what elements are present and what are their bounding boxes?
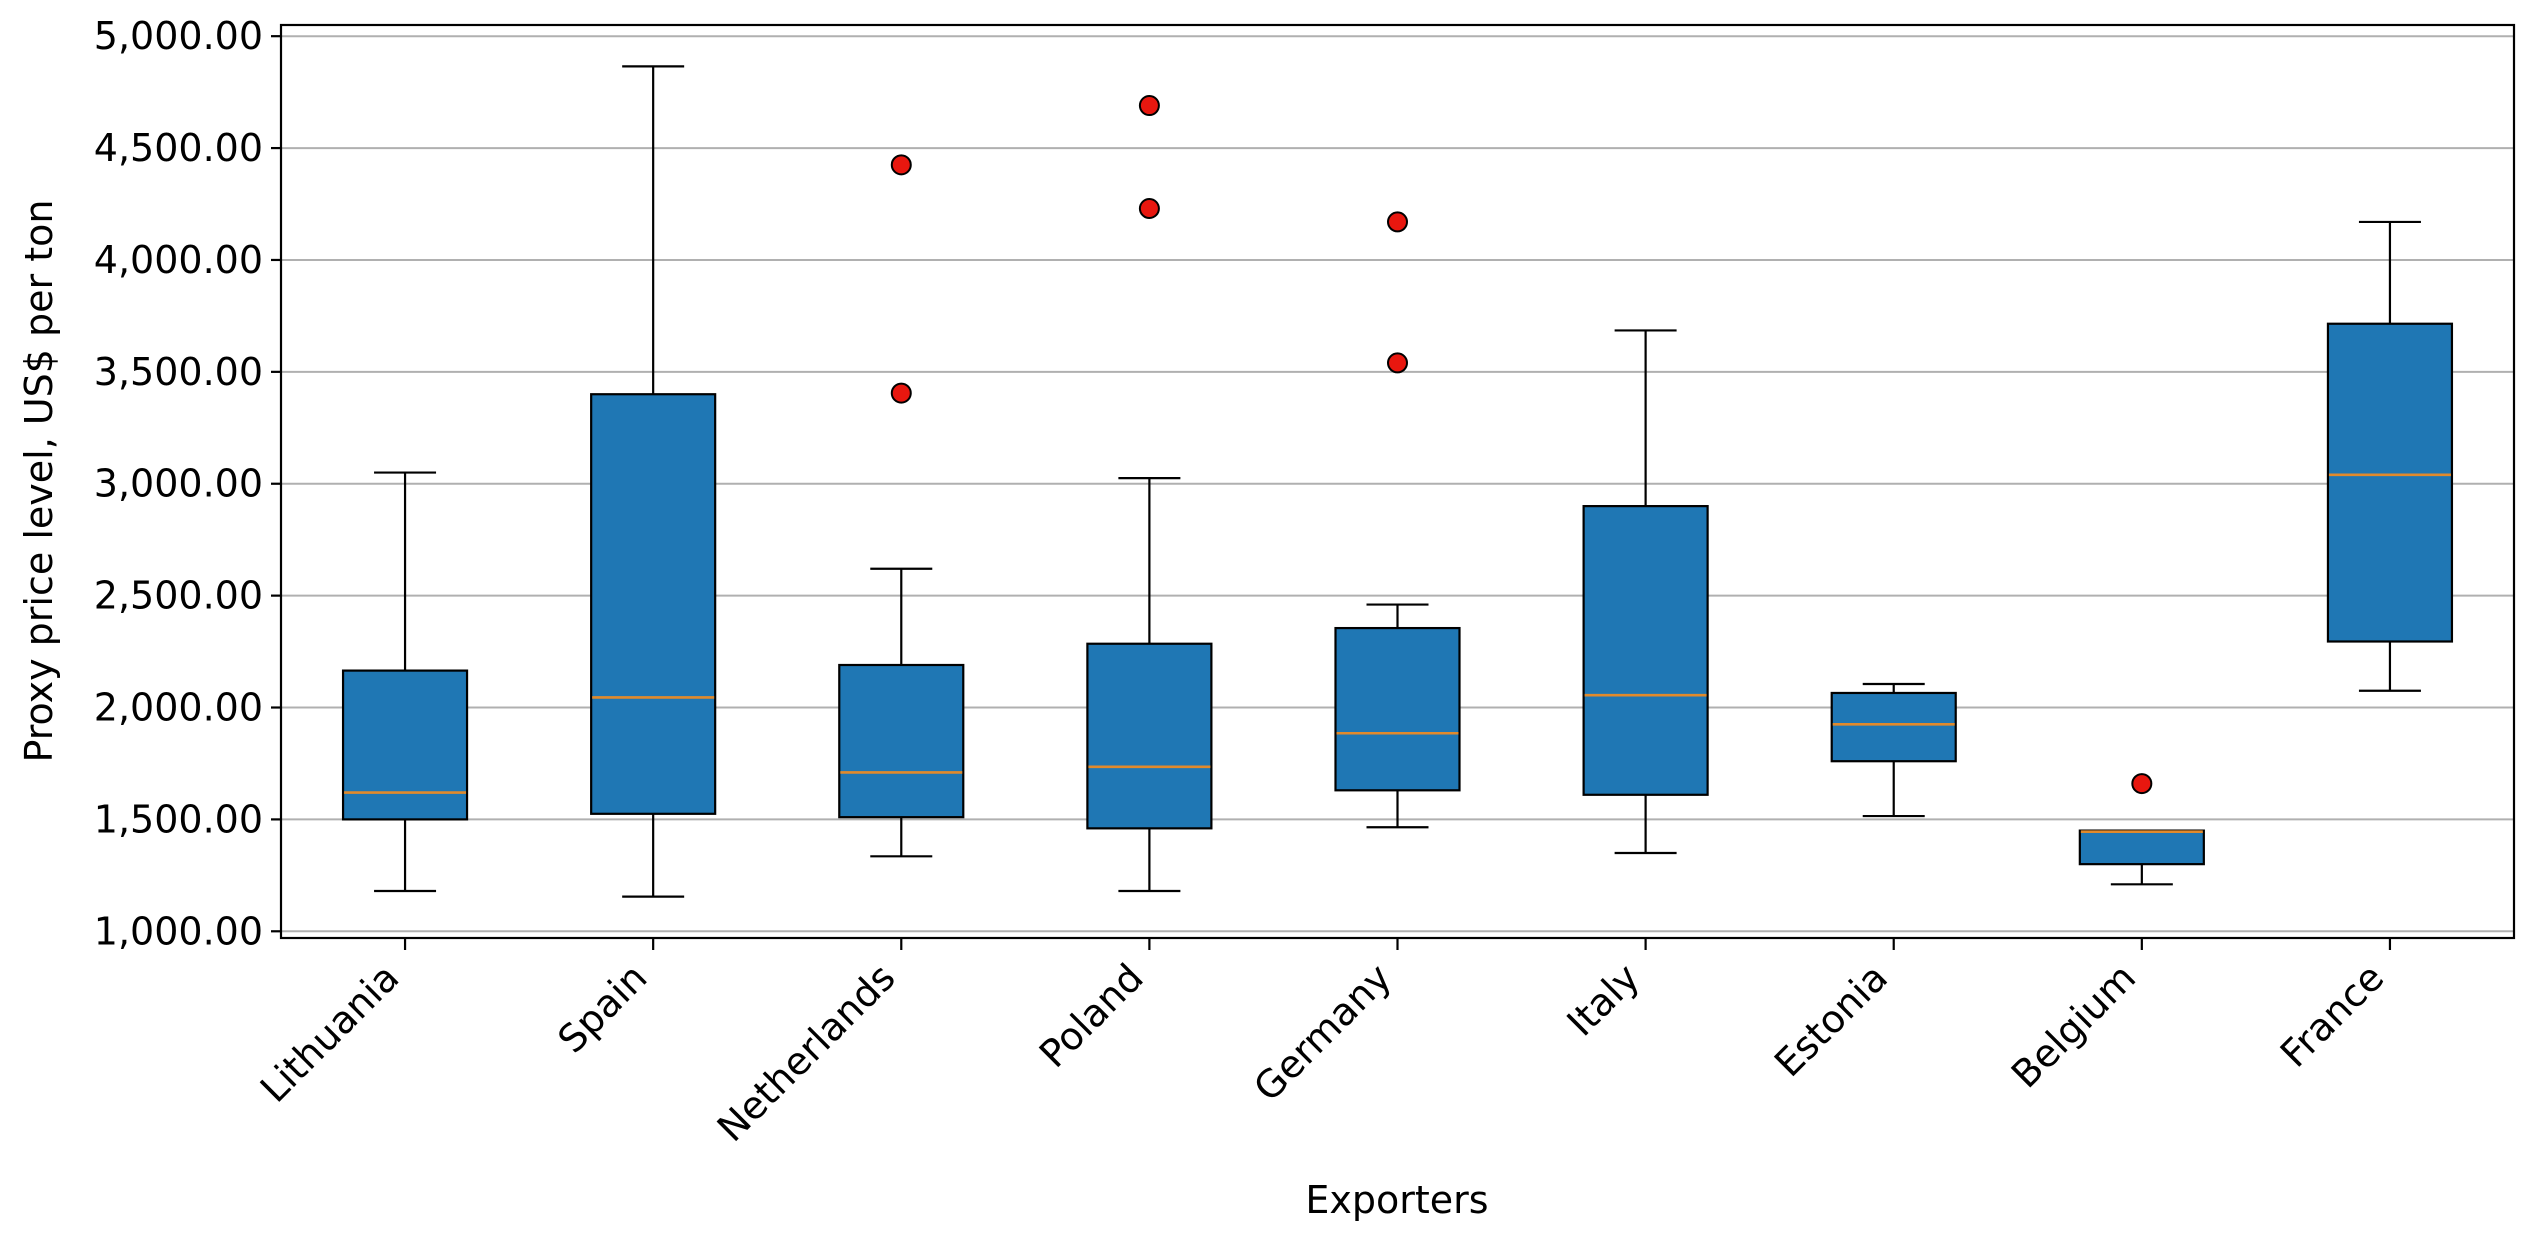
x-tick-label: Estonia: [1766, 955, 1896, 1085]
outlier-point: [1387, 352, 1408, 374]
y-tick-label: 1,500.00: [94, 797, 263, 841]
outlier-point: [1387, 211, 1408, 233]
iqr-box: [1334, 626, 1461, 792]
x-tick-label: France: [2272, 955, 2392, 1075]
x-tick-label: Belgium: [2003, 955, 2144, 1096]
iqr-box: [1830, 691, 1957, 763]
x-tick-label: Netherlands: [709, 955, 904, 1150]
box-spain: [590, 65, 717, 898]
y-tick-label: 4,000.00: [94, 238, 263, 282]
box-estonia: [1830, 682, 1957, 818]
x-tick-label: Poland: [1031, 955, 1152, 1076]
y-tick-label: 3,500.00: [94, 350, 263, 394]
iqr-box: [341, 669, 469, 821]
x-tick-label: Spain: [549, 955, 655, 1061]
outlier-point: [1138, 95, 1160, 117]
outlier-point: [890, 382, 912, 404]
x-tick-label: Lithuania: [252, 955, 408, 1111]
box-france: [2326, 220, 2454, 692]
box-series: [341, 65, 2454, 898]
box-poland: [1086, 95, 1213, 893]
y-axis: 1,000.00 1,500.00 2,000.00 2,500.00 3,000.00…: [94, 14, 281, 953]
y-tick-label: 2,000.00: [94, 686, 263, 730]
y-tick-label: 3,000.00: [94, 462, 263, 506]
y-tick-label: 4,500.00: [94, 126, 263, 170]
box-belgium: [2078, 773, 2205, 886]
iqr-box: [2078, 829, 2205, 866]
y-axis-title: Proxy price level, US$ per ton: [17, 200, 61, 763]
y-tick-label: 1,000.00: [94, 909, 263, 953]
outlier-point: [1138, 197, 1160, 219]
y-tick-label: 5,000.00: [94, 14, 263, 58]
iqr-box: [1582, 505, 1709, 796]
x-axis: Lithuania Spain Netherlands Poland Germany It…: [252, 938, 2392, 1150]
iqr-box: [590, 393, 717, 815]
x-tick-label: Italy: [1559, 955, 1648, 1044]
box-netherlands: [838, 154, 965, 858]
box-lithuania: [341, 471, 469, 893]
x-axis-title: Exporters: [1305, 1178, 1488, 1222]
box-germany: [1334, 211, 1461, 829]
outlier-point: [2131, 773, 2153, 795]
iqr-box: [838, 663, 965, 819]
outlier-point: [890, 154, 912, 176]
y-tick-label: 2,500.00: [94, 574, 263, 618]
iqr-box: [2326, 322, 2454, 643]
box-italy: [1582, 329, 1709, 855]
x-tick-label: Germany: [1245, 955, 1400, 1110]
iqr-box: [1086, 642, 1213, 830]
